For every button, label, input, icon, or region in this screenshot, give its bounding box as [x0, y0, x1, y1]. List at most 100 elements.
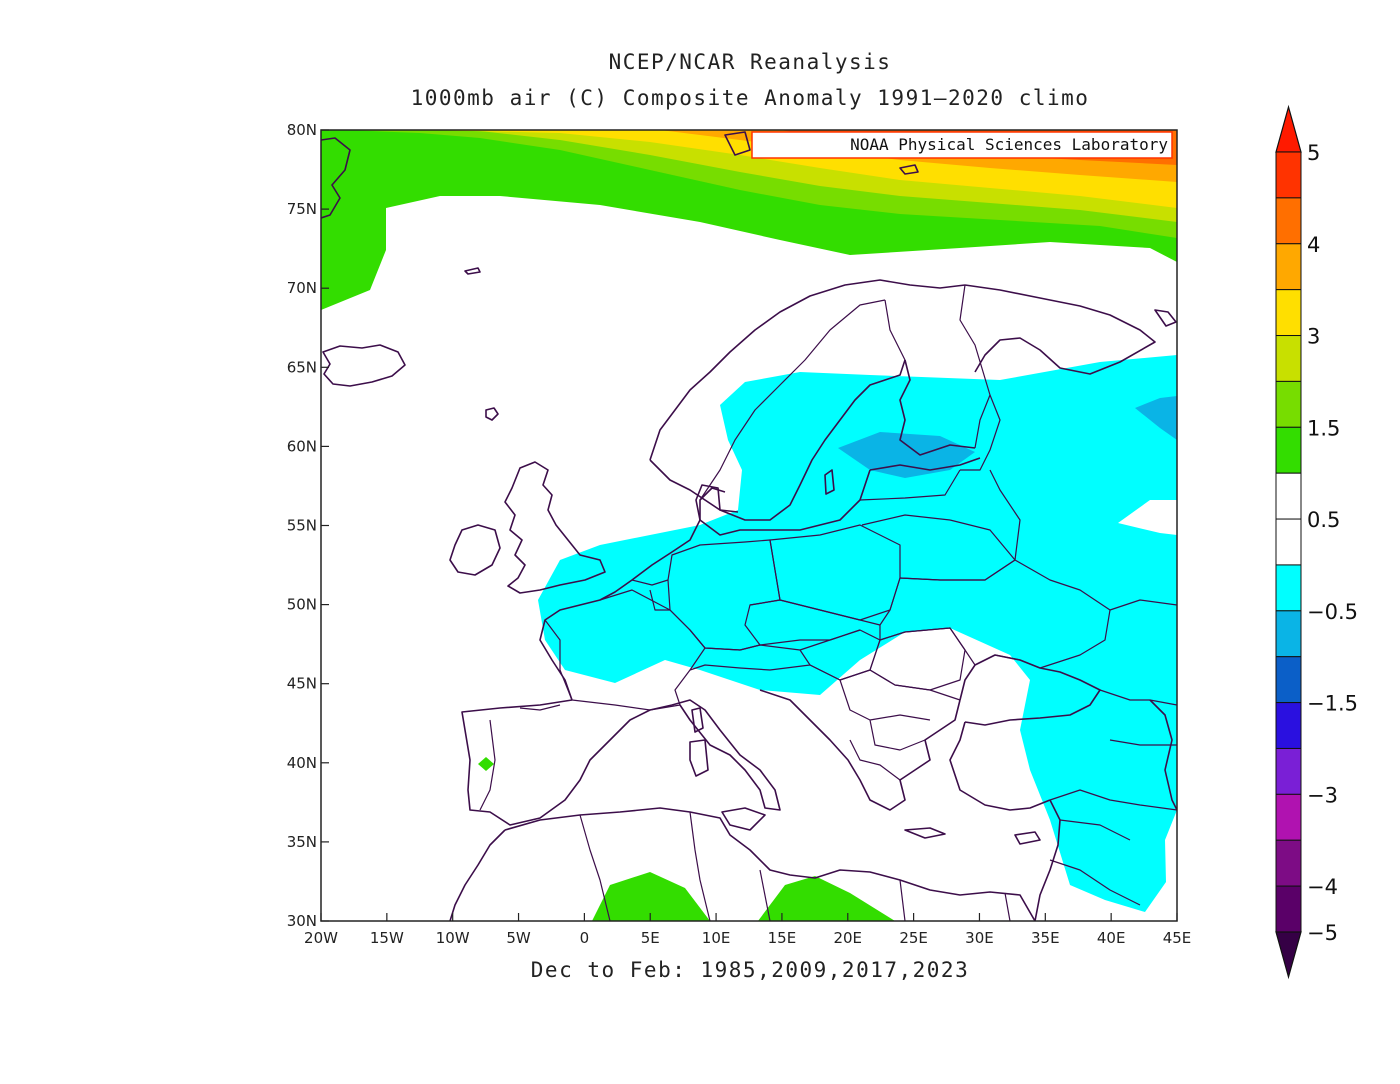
- lon-tick-label: 45E: [1163, 929, 1192, 947]
- latitude-axis: 30N 35N 40N 45N 50N 55N 60N 65N 70N 75N 80N: [287, 121, 329, 930]
- colorbar-label: −3: [1307, 783, 1338, 807]
- colorbar-segment: [1275, 518, 1302, 566]
- coast-franz-josef: [899, 164, 919, 175]
- anomaly-region-green-portugal: [478, 757, 494, 771]
- lon-tick-label: 30E: [965, 929, 994, 947]
- lon-tick-label: 20W: [304, 929, 338, 947]
- border-caucasus: [1049, 689, 1177, 811]
- border-austria-switz: [689, 629, 811, 671]
- coast-caspian: [1149, 699, 1177, 811]
- border-iberia: [479, 704, 561, 811]
- border-north-africa: [579, 811, 1011, 921]
- lon-tick-label: 40E: [1097, 929, 1126, 947]
- colorbar-segment: [1275, 610, 1302, 658]
- credit-box: NOAA Physical Sciences Laboratory: [751, 131, 1173, 159]
- colorbar-segment: [1275, 335, 1302, 382]
- coast-iceland: [322, 344, 406, 387]
- coast-italy: [671, 699, 781, 811]
- coast-corsica: [691, 707, 704, 733]
- colorbar-segment: [1275, 151, 1302, 199]
- coast-sweden-east: [649, 359, 906, 521]
- border-sweden-finland: [884, 299, 906, 361]
- colorbar-segment: [1275, 289, 1302, 337]
- coast-norway: [649, 279, 966, 461]
- border-norway-sweden: [699, 299, 886, 501]
- chart-subtitle: 1000mb air (C) Composite Anomaly 1991–20…: [410, 86, 1090, 110]
- anomaly-region-blue-russia: [1135, 396, 1177, 440]
- anomaly-region-green-algeria: [592, 872, 710, 921]
- coast-sardinia: [689, 739, 709, 777]
- coastlines: [321, 131, 1177, 921]
- colorbar-label: −5: [1307, 921, 1338, 945]
- anomaly-region-cyan-europe: [538, 355, 1177, 912]
- lon-tick-label: 35E: [1031, 929, 1060, 947]
- coast-gotland: [824, 469, 835, 495]
- lon-tick-label: 20E: [833, 929, 862, 947]
- coast-svalbard: [724, 131, 751, 156]
- border-russia-kazakh: [1109, 599, 1177, 611]
- coast-baltic-south: [699, 469, 871, 536]
- coast-finland: [899, 359, 976, 456]
- map-plot-area: NOAA Physical Sciences Laboratory: [321, 130, 1177, 921]
- colorbar-label: −0.5: [1307, 600, 1358, 624]
- colorbar-label: 5: [1307, 141, 1320, 165]
- credit-text: NOAA Physical Sciences Laboratory: [850, 135, 1168, 154]
- coast-gulf-finland: [869, 457, 981, 471]
- colorbar-segment: [1275, 426, 1302, 474]
- colorbar-low-arrow: [1275, 931, 1302, 980]
- lat-tick-label: 55N: [287, 517, 317, 535]
- colorbar-label: −1.5: [1307, 692, 1358, 716]
- lon-tick-label: 5E: [641, 929, 660, 947]
- footer-period: Dec to Feb: 1985,2009,2017,2023: [530, 958, 970, 982]
- lon-tick-label: 0: [580, 929, 590, 947]
- anomaly-region-green-libya: [758, 876, 895, 921]
- border-balkans: [809, 664, 961, 781]
- border-baltic-states: [859, 469, 961, 526]
- coast-anatolia: [949, 721, 1051, 811]
- coast-ireland: [449, 524, 501, 576]
- colorbar-segment: [1275, 656, 1302, 704]
- coast-crete: [904, 827, 946, 839]
- coast-faroe: [485, 407, 499, 421]
- coast-greenland: [321, 137, 351, 219]
- lat-tick-label: 70N: [287, 279, 317, 297]
- lat-tick-label: 50N: [287, 596, 317, 614]
- coast-sicily: [721, 807, 766, 831]
- colorbar-segment: [1275, 839, 1302, 887]
- coast-biscay-iberia: [461, 699, 673, 826]
- lon-tick-label: 15E: [768, 929, 797, 947]
- lon-tick-label: 5W: [506, 929, 531, 947]
- border-russia-west: [960, 394, 1021, 561]
- lat-tick-label: 35N: [287, 833, 317, 851]
- lon-tick-label: 10E: [702, 929, 731, 947]
- colorbar: 5 4 3 1.5 0.5 −0.5 −1.5 −3 −4 −5: [1275, 104, 1358, 980]
- coast-north-sea-continent: [539, 519, 701, 701]
- colorbar-label: 0.5: [1307, 508, 1340, 532]
- colorbar-label: 1.5: [1307, 416, 1340, 440]
- colorbar-label: 4: [1307, 233, 1320, 257]
- colorbar-label: 3: [1307, 325, 1320, 349]
- colorbar-segment: [1275, 793, 1302, 841]
- colorbar-segment: [1275, 197, 1302, 245]
- lat-tick-label: 40N: [287, 754, 317, 772]
- colorbar-label: −4: [1307, 875, 1338, 899]
- coast-denmark: [695, 484, 739, 521]
- colorbar-segment: [1275, 472, 1302, 520]
- lat-tick-label: 60N: [287, 437, 317, 455]
- coast-levant: [1034, 799, 1061, 921]
- lon-tick-label: 15W: [370, 929, 404, 947]
- colorbar-high-arrow: [1275, 104, 1302, 153]
- colorbar-segment: [1275, 702, 1302, 749]
- lat-tick-label: 75N: [287, 200, 317, 218]
- longitude-axis: 20W 15W 10W 5W 0 5E 10E 15E 20E 25E 30E 35E 40E 45E: [304, 913, 1191, 947]
- lat-tick-label: 80N: [287, 121, 317, 139]
- anomaly-region-blue-baltic: [838, 432, 975, 478]
- colorbar-segment: [1275, 747, 1302, 795]
- lat-tick-label: 65N: [287, 358, 317, 376]
- lat-tick-label: 45N: [287, 675, 317, 693]
- chart-title: NCEP/NCAR Reanalysis: [608, 50, 892, 74]
- coast-morocco-atlantic: [449, 829, 506, 921]
- lat-tick-label: 30N: [287, 912, 317, 930]
- lon-tick-label: 10W: [436, 929, 470, 947]
